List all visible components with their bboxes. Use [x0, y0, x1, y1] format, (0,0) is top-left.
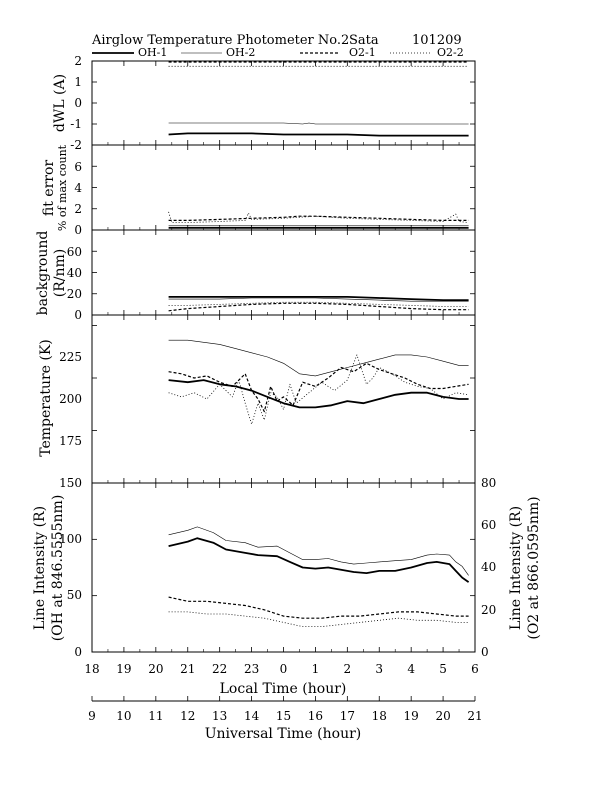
local-time-tick-label: 5 [439, 662, 447, 676]
ut-tick-label: 10 [116, 709, 131, 723]
fit-tick-label: 6 [74, 160, 82, 174]
local-time-tick-label: 1 [312, 662, 320, 676]
legend-label-o21: O2-1 [349, 46, 376, 59]
dwl-axis-title: dWL (A) [52, 74, 68, 132]
local-time-tick-label: 3 [375, 662, 383, 676]
panel-temperature-frame [91, 314, 476, 484]
local-time-tick-label: 22 [212, 662, 227, 676]
ut-tick-label: 11 [148, 709, 163, 723]
chart-title: Airglow Temperature Photometer No.2 [91, 33, 349, 48]
series-o2-1-fit-error [168, 215, 469, 221]
ut-tick-label: 13 [212, 709, 227, 723]
legend-label-oh2: OH-2 [226, 46, 255, 59]
local-time-tick-label: 2 [344, 662, 352, 676]
series-oh-2-dwl [168, 122, 469, 125]
date-label: 101209 [412, 33, 462, 48]
local-time-tick-label: 18 [84, 662, 99, 676]
series-o2-2-fit-error [168, 211, 469, 224]
local-time-tick-label: 21 [180, 662, 195, 676]
bg-tick-label: 60 [67, 245, 82, 259]
temperature-axis-title: Temperature (K) [38, 339, 54, 457]
universal-time-axis-title: Universal Time (hour) [205, 726, 362, 742]
dwl-tick-label: -2 [70, 138, 82, 152]
int-left-tick-label: 50 [67, 588, 82, 602]
int-right-tick-label: 40 [481, 560, 496, 574]
legend-label-o22: O2-2 [437, 46, 464, 59]
tick-marks [91, 60, 476, 701]
ut-tick-label: 18 [372, 709, 387, 723]
ut-tick-label: 16 [308, 709, 323, 723]
fit-axis-title-line1: fit error [41, 160, 57, 217]
temp-tick-label: 225 [59, 350, 82, 364]
fit-axis-title-line2: % of max count [56, 144, 69, 231]
ut-tick-label: 9 [88, 709, 96, 723]
int-right-tick-label: 20 [481, 603, 496, 617]
temp-tick-label: 175 [59, 434, 82, 448]
panel-dwl-frame [91, 60, 476, 146]
int-left-tick-label: 100 [59, 532, 82, 546]
series-oh-2-line-intensity [168, 526, 469, 576]
int-left-tick-label: 0 [74, 645, 82, 659]
local-time-tick-label: 0 [280, 662, 288, 676]
bg-axis-title-line2: (R/nm) [52, 249, 68, 297]
series-oh-1-background [168, 295, 469, 302]
series-lines [168, 61, 470, 627]
series-o2-1-background [168, 302, 469, 312]
ut-tick-label: 20 [435, 709, 450, 723]
intensity-left-axis-title-line1: Line Intensity (R) [32, 506, 48, 630]
dwl-tick-label: 2 [74, 54, 82, 68]
fit-tick-label: 4 [74, 181, 82, 195]
ut-tick-label: 12 [180, 709, 195, 723]
local-time-tick-label: 23 [244, 662, 259, 676]
ut-tick-label: 15 [276, 709, 291, 723]
intensity-left-axis-title-line2: (OH at 846.5555nm) [50, 495, 66, 642]
series-oh-1-temperature [168, 379, 469, 409]
ut-tick-label: 14 [244, 709, 260, 723]
ut-tick-label: 17 [340, 709, 355, 723]
dwl-tick-label: -1 [70, 117, 82, 131]
series-oh-1-line-intensity [168, 537, 470, 583]
series-o2-1-temperature [168, 362, 469, 413]
local-time-tick-label: 4 [407, 662, 415, 676]
ut-tick-label: 21 [467, 709, 482, 723]
bg-axis-title-line1: background [35, 231, 51, 316]
temp-tick-label: 200 [59, 392, 82, 406]
intensity-right-axis-title-line2: (O2 at 866.0595nm) [526, 496, 542, 639]
panel-fit-frame [91, 144, 476, 231]
fit-tick-label: 0 [74, 223, 82, 237]
x-tick-labels: 18 19 20 21 22 23 0 1 2 3 4 5 69 10 11 12 13 14 15 16 17 18 19… [84, 662, 482, 723]
bg-tick-label: 40 [67, 266, 82, 280]
series-oh-2-background [168, 297, 469, 302]
int-left-tick-label: 150 [59, 476, 82, 490]
legend: OH-1 OH-2 O2-1 O2-2 [92, 46, 464, 59]
int-right-tick-label: 0 [481, 645, 489, 659]
local-time-tick-label: 19 [116, 662, 131, 676]
local-time-tick-label: 20 [148, 662, 163, 676]
ut-tick-label: 19 [404, 709, 419, 723]
bg-tick-label: 0 [74, 308, 82, 322]
intensity-right-axis-title-line1: Line Intensity (R) [508, 506, 524, 630]
panel-intensity-frame [91, 482, 476, 653]
local-time-axis-title: Local Time (hour) [220, 681, 347, 697]
int-right-tick-label: 60 [481, 518, 496, 532]
series-oh-2-temperature [168, 339, 469, 377]
series-oh-1-dwl [168, 132, 469, 137]
int-right-tick-label: 80 [481, 476, 496, 490]
series-o2-1-line-intensity [168, 596, 469, 619]
dwl-tick-label: 1 [74, 75, 82, 89]
legend-label-oh1: OH-1 [138, 46, 167, 59]
fit-tick-label: 2 [74, 202, 82, 216]
site-label: Sata [349, 33, 379, 48]
bg-tick-label: 20 [67, 287, 82, 301]
series-o2-2-line-intensity [168, 611, 469, 627]
local-time-tick-label: 6 [471, 662, 479, 676]
dwl-tick-label: 0 [74, 96, 82, 110]
series-o2-2-temperature [168, 354, 469, 425]
